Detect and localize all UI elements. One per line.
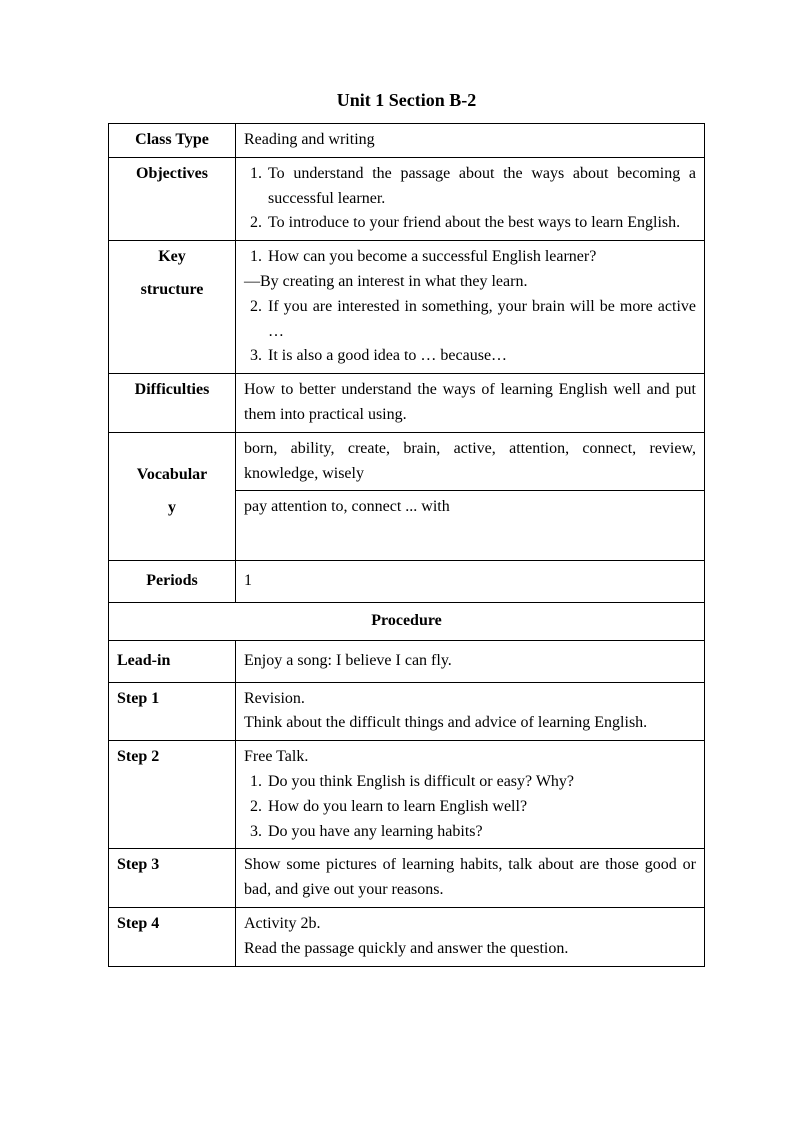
row-label: Key structure [109, 241, 236, 374]
label-line1: Key [117, 245, 227, 270]
table-row: Class Type Reading and writing [109, 124, 705, 158]
row-label: Difficulties [109, 374, 236, 433]
table-row: Lead-in Enjoy a song: I believe I can fl… [109, 640, 705, 682]
label-line2: structure [117, 278, 227, 303]
document-page: Unit 1 Section B-2 Class Type Reading an… [0, 0, 800, 1027]
row-value: How can you become a successful English … [236, 241, 705, 374]
objectives-list: To understand the passage about the ways… [244, 162, 696, 236]
table-row: Step 4 Activity 2b. Read the passage qui… [109, 907, 705, 966]
table-row: Key structure How can you become a succe… [109, 241, 705, 374]
vocab-line: born, ability, create, brain, active, at… [236, 433, 704, 491]
table-row: Periods 1 [109, 561, 705, 603]
table-row: Step 1 Revision. Think about the difficu… [109, 682, 705, 741]
row-label: Step 1 [109, 682, 236, 741]
row-value: Enjoy a song: I believe I can fly. [236, 640, 705, 682]
table-row: Step 3 Show some pictures of learning ha… [109, 849, 705, 908]
spacer [117, 488, 227, 496]
table-row: Vocabular y born, ability, create, brain… [109, 432, 705, 560]
list-item: If you are interested in something, your… [266, 295, 696, 345]
row-label: Step 4 [109, 907, 236, 966]
vocab-text: pay attention to, connect ... with [244, 498, 450, 515]
step-head: Revision. [244, 687, 696, 712]
vocab-line: pay attention to, connect ... with [236, 490, 704, 560]
row-value: Revision. Think about the difficult thin… [236, 682, 705, 741]
row-value: Free Talk. Do you think English is diffi… [236, 741, 705, 849]
row-label: Periods [109, 561, 236, 603]
row-value: Activity 2b. Read the passage quickly an… [236, 907, 705, 966]
document-title: Unit 1 Section B-2 [108, 90, 705, 111]
procedure-header: Procedure [109, 602, 705, 640]
sub-line: —By creating an interest in what they le… [244, 270, 696, 295]
list-item: Do you have any learning habits? [266, 820, 696, 845]
key-structure-list: How can you become a successful English … [244, 245, 696, 270]
lesson-plan-table: Class Type Reading and writing Objective… [108, 123, 705, 967]
row-label: Step 2 [109, 741, 236, 849]
list-item: Do you think English is difficult or eas… [266, 770, 696, 795]
row-value: Reading and writing [236, 124, 705, 158]
list-item: To understand the passage about the ways… [266, 162, 696, 212]
step-head: Activity 2b. [244, 912, 696, 937]
step2-list: Do you think English is difficult or eas… [244, 770, 696, 844]
row-value: To understand the passage about the ways… [236, 157, 705, 240]
table-row: Procedure [109, 602, 705, 640]
table-row: Objectives To understand the passage abo… [109, 157, 705, 240]
step-body: Read the passage quickly and answer the … [244, 937, 696, 962]
list-item: To introduce to your friend about the be… [266, 211, 696, 236]
table-row: Step 2 Free Talk. Do you think English i… [109, 741, 705, 849]
list-item: It is also a good idea to … because… [266, 344, 696, 369]
row-value: born, ability, create, brain, active, at… [236, 432, 705, 560]
table-row: Difficulties How to better understand th… [109, 374, 705, 433]
row-value: Show some pictures of learning habits, t… [236, 849, 705, 908]
list-item: How can you become a successful English … [266, 245, 696, 270]
row-value: 1 [236, 561, 705, 603]
label-line2: y [117, 496, 227, 521]
row-label: Class Type [109, 124, 236, 158]
step-body: Think about the difficult things and adv… [244, 711, 696, 736]
step-head: Free Talk. [244, 745, 696, 770]
row-label: Lead-in [109, 640, 236, 682]
list-item: How do you learn to learn English well? [266, 795, 696, 820]
row-label: Objectives [109, 157, 236, 240]
label-line1: Vocabular [117, 463, 227, 488]
row-label: Vocabular y [109, 432, 236, 560]
key-structure-list-cont: If you are interested in something, your… [244, 295, 696, 369]
spacer [117, 270, 227, 278]
row-value: How to better understand the ways of lea… [236, 374, 705, 433]
row-label: Step 3 [109, 849, 236, 908]
